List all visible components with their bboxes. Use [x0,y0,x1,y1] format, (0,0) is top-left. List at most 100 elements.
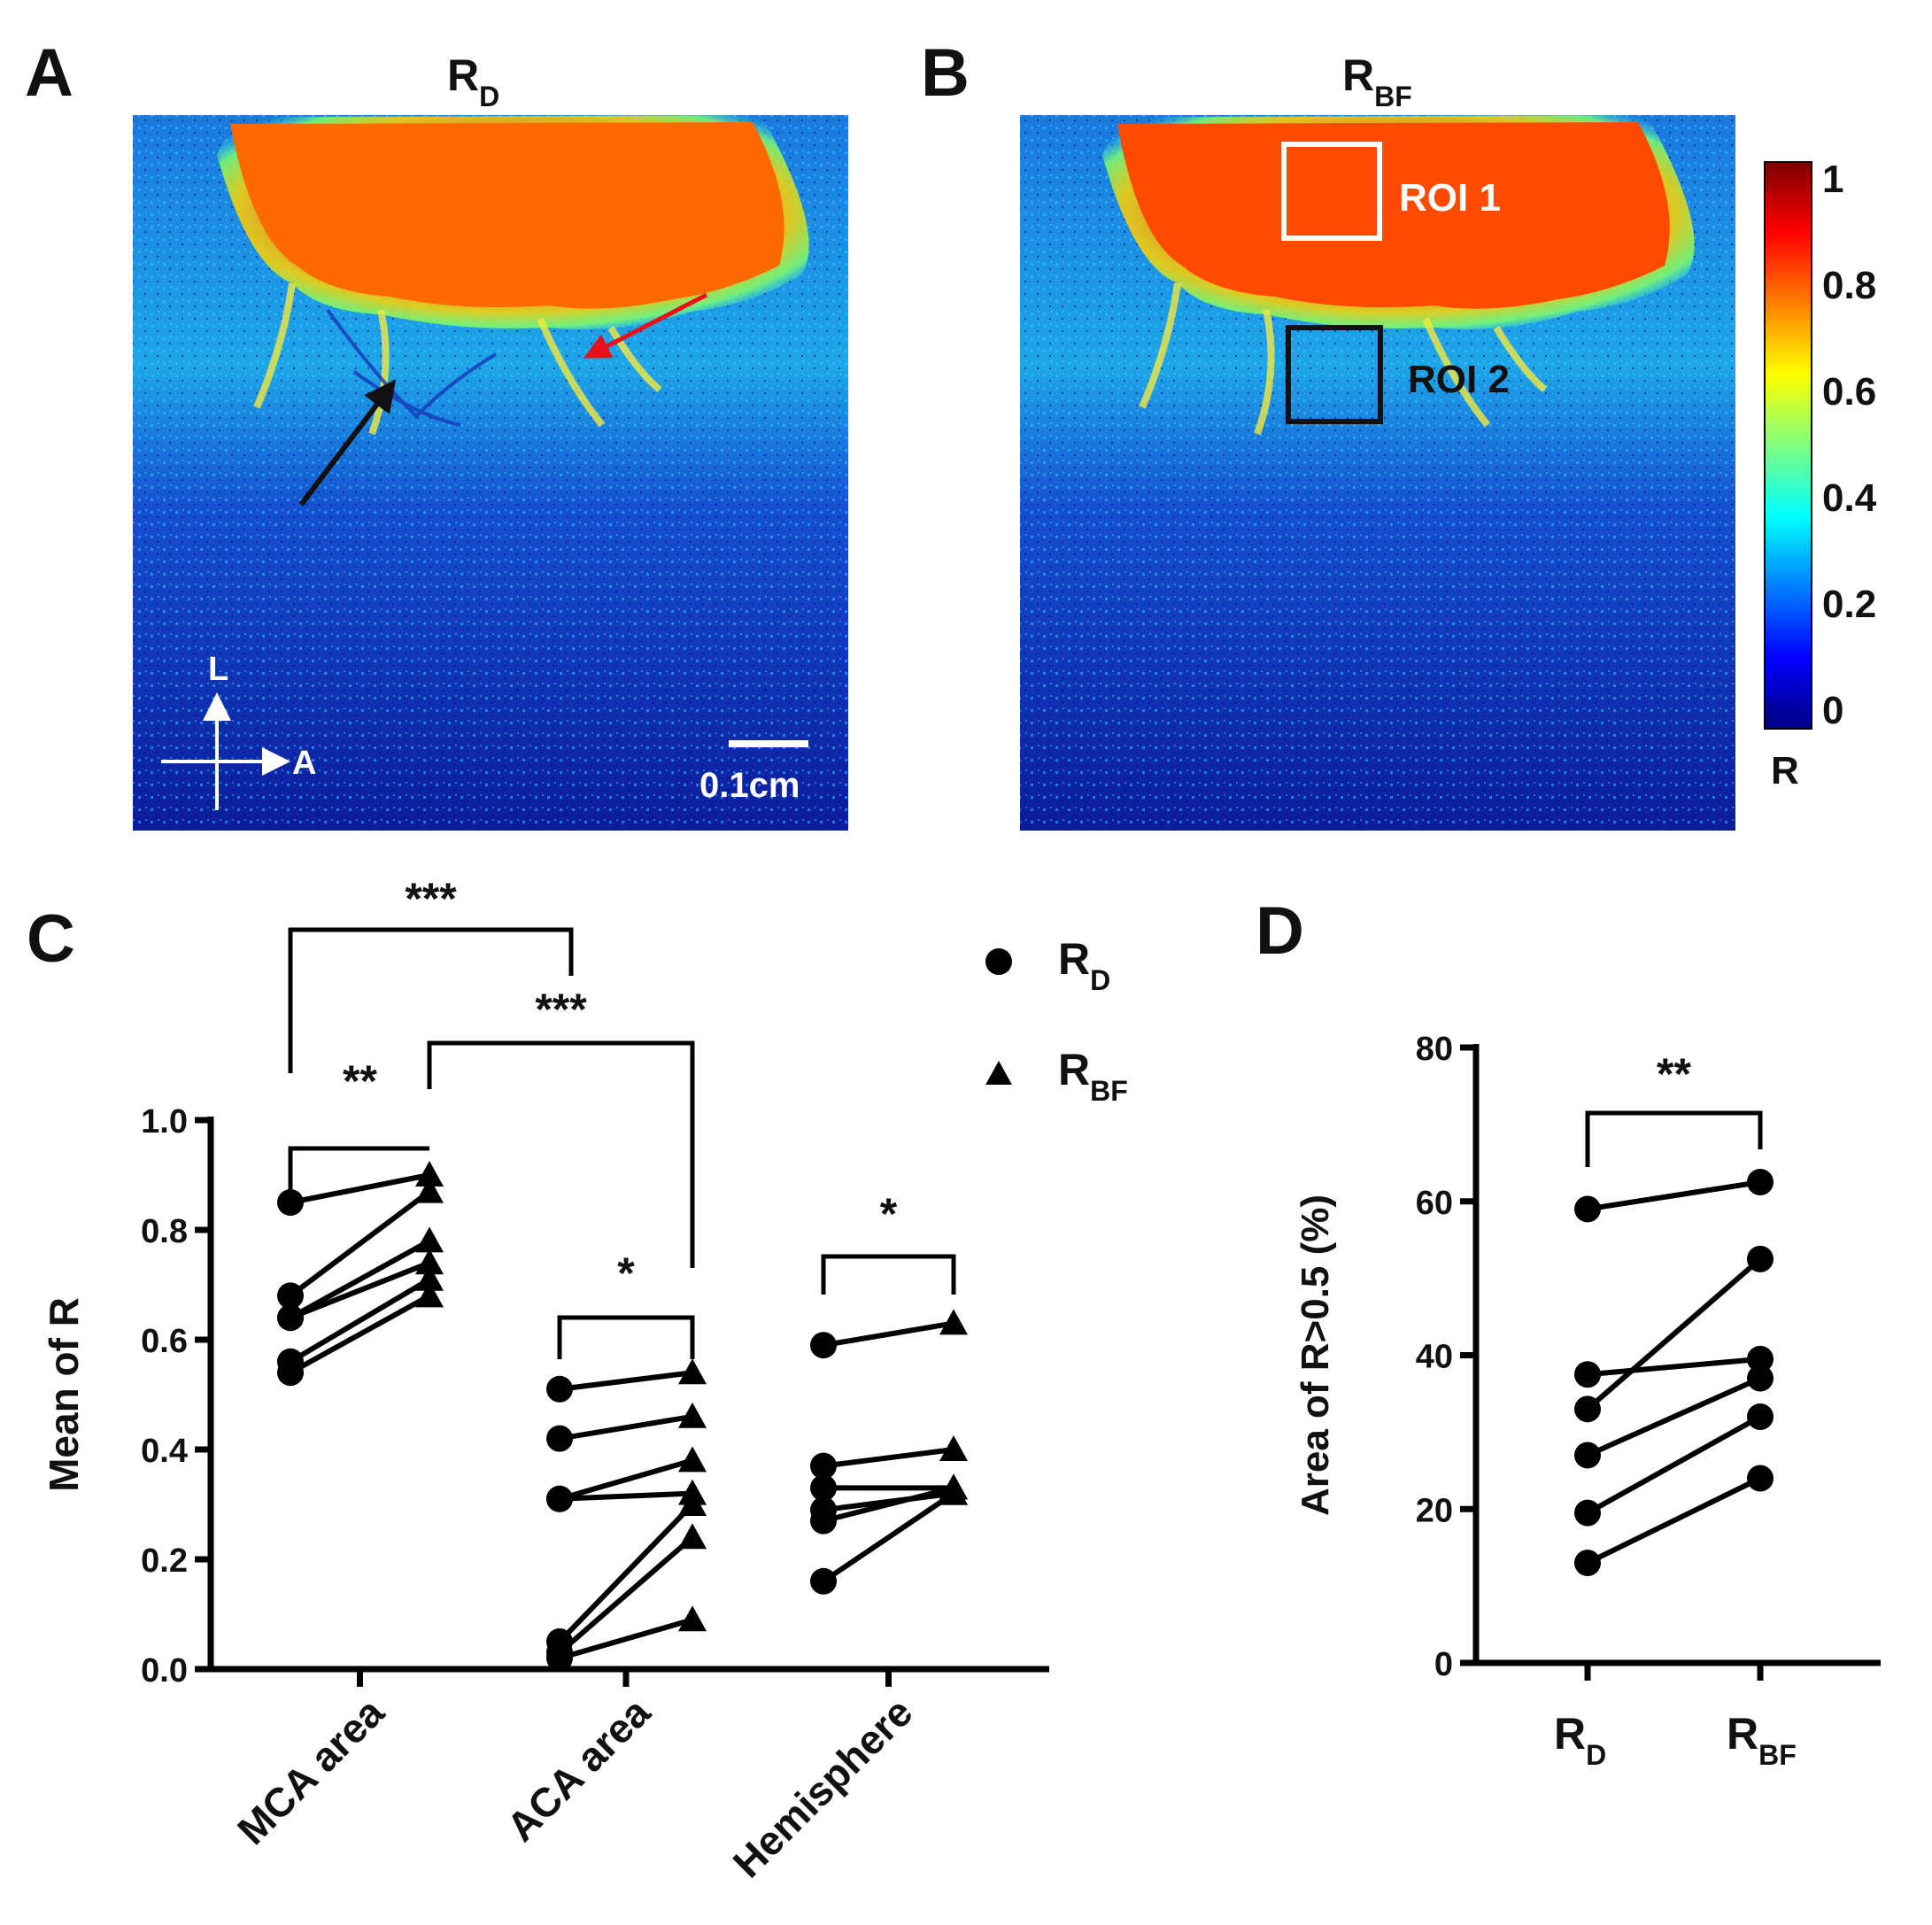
rbf-point [1747,1245,1774,1272]
rbf-point [678,1605,707,1632]
y-tick-label: 60 [1416,1185,1453,1222]
anterior-label: A [292,745,316,782]
panel-a-title: RD [447,50,499,112]
rbf-point [415,1161,444,1187]
pair-line [290,1172,430,1205]
colorbar-tick-label: 0 [1822,689,1843,732]
rbf-point [415,1226,444,1253]
significance-bracket [288,1146,429,1194]
rd-point [810,1567,837,1595]
panel-c: C 0.0 0.2 0.4 0.6 0.8 1.0 Mean of R MCA area ACA… [27,874,1128,1886]
significance-stars: * [617,1249,635,1298]
pair-line [558,1535,694,1655]
rd-point [546,1644,573,1672]
y-tick-label: 20 [1416,1492,1453,1529]
pair-line [559,1413,693,1442]
chart-c: 0.0 0.2 0.4 0.6 0.8 1.0 Mean of R MCA area ACA a… [41,874,1049,1886]
rbf-point [939,1435,968,1461]
panel-b-title: RBF [1342,50,1412,112]
y-tick-label: 0.6 [141,1323,188,1360]
x-tick-label: RBF [1727,1709,1797,1771]
pair-line [1586,1256,1762,1411]
rbf-point [678,1490,707,1516]
rd-point [810,1507,837,1535]
panel-d: D 0 20 40 60 80 Area of R>0.5 (%) RD RBF ** [1256,893,1881,1771]
panel-c-label: C [27,901,75,977]
significance-bracket [427,1040,695,1268]
significance-stars: * [880,1189,898,1239]
pair-line [1586,1414,1762,1516]
pair-line [822,1491,955,1584]
significance-bracket [1585,1110,1763,1167]
pair-line [289,1238,431,1320]
y-tick-label: 40 [1416,1339,1453,1376]
pair-line [823,1490,954,1513]
significance-stars: ** [1657,1049,1691,1099]
pair-line [559,1490,693,1502]
legend: RD RBF [985,934,1128,1107]
panel-b-map: ROI 1 ROI 2 [1020,115,1735,831]
lateral-label: L [208,651,228,688]
legend-item-rbf: RBF [1058,1045,1128,1107]
pair-line [1586,1375,1762,1458]
significance-bracket [557,1315,695,1359]
pair-line [557,1502,695,1644]
colorbar: 1 0.8 0.6 0.4 0.2 0 R [1764,158,1877,792]
rd-point [1574,1195,1601,1223]
rd-point [277,1189,304,1216]
pair-line [823,1485,954,1524]
rbf-point [678,1402,707,1428]
roi-2-box [1286,325,1383,424]
orientation-indicator: L A [161,651,316,810]
rbf-point [415,1281,444,1308]
rbf-point [415,1177,444,1203]
panel-a-map: L A 0.1cm [133,115,848,831]
y-tick-label: 1.0 [141,1103,188,1140]
rd-point [1574,1395,1601,1423]
legend-circle-marker [985,948,1012,975]
legend-triangle-marker [985,1061,1012,1085]
panel-b-label: B [921,35,970,111]
panel-a: A RD L A 0.1cm [25,35,848,831]
pair-line [289,1293,431,1375]
significance-bracket [288,927,574,1073]
roi-1-label: ROI 1 [1399,176,1501,220]
pair-line [289,1189,431,1298]
panel-a-label: A [25,35,73,111]
pair-line [1586,1475,1762,1566]
legend-item-rd: RD [1058,934,1110,996]
pair-line [559,1617,693,1661]
x-tick-label: ACA area [498,1689,659,1850]
rd-point [810,1452,837,1480]
rd-point [810,1332,837,1359]
rd-point [810,1474,837,1502]
significance-stars: *** [405,874,457,924]
colorbar-tick-label: 0.4 [1822,476,1877,520]
rbf-point [1747,1169,1774,1196]
pair-line [823,1447,954,1469]
colorbar-label: R [1771,749,1799,792]
rbf-point [1747,1365,1774,1392]
red-arrow [583,292,708,359]
pair-line [1587,1179,1761,1212]
rbf-point [939,1479,968,1505]
pair-line [289,1260,431,1320]
rbf-point [1747,1403,1774,1430]
pair-line [289,1277,431,1365]
colorbar-tick-label: 0.8 [1822,264,1876,307]
panel-d-label: D [1256,893,1304,969]
x-tick-label: MCA area [228,1689,393,1853]
pair-line [559,1370,693,1392]
rd-point [277,1282,304,1310]
significance-stars: *** [535,985,587,1034]
colorbar-tick-label: 0.2 [1822,583,1876,626]
chart-d: 0 20 40 60 80 Area of R>0.5 (%) RD RBF ** [1294,1031,1881,1771]
rbf-point [678,1358,707,1385]
rd-point [1574,1499,1601,1527]
pair-line [823,1320,954,1349]
colorbar-gradient [1764,161,1812,730]
rd-point [277,1304,304,1332]
colorbar-tick-label: 0.6 [1822,370,1876,414]
panel-b: B RBF ROI 1 ROI 2 [921,35,1735,831]
